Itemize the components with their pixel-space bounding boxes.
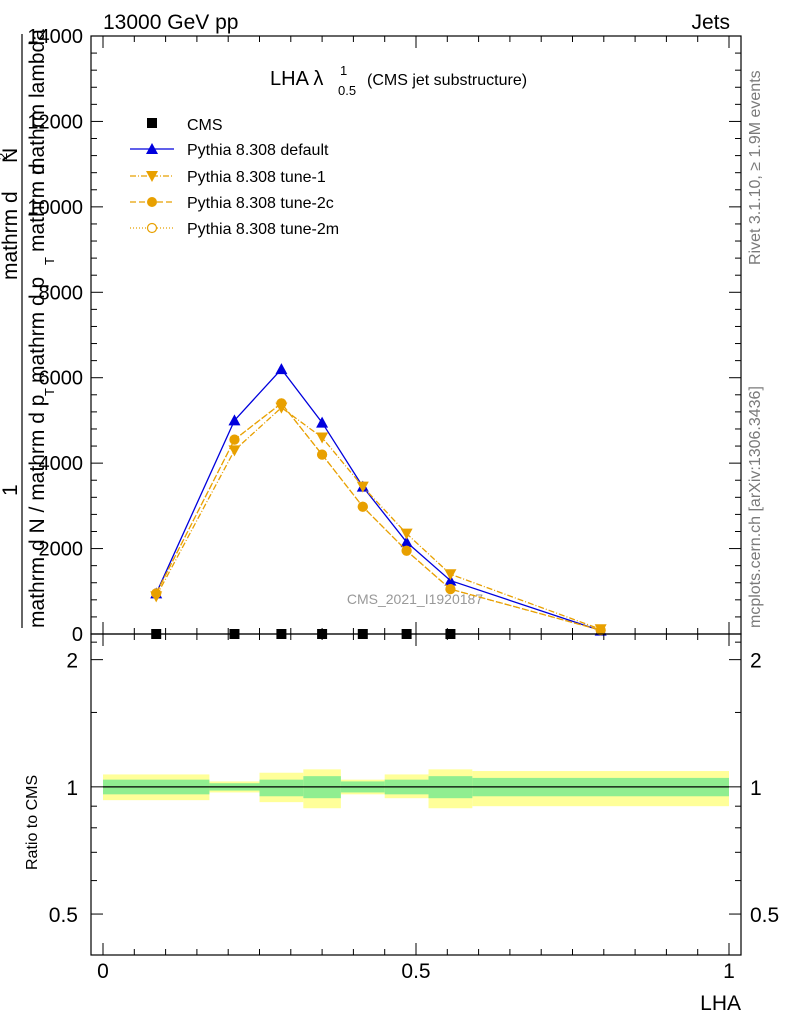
- legend-item-tune2m: Pythia 8.308 tune-2m: [130, 221, 339, 238]
- data-point: [400, 536, 413, 548]
- main-y-tick-label: 6000: [39, 368, 84, 390]
- data-point: [151, 588, 162, 599]
- legend-label-cms: CMS: [187, 117, 223, 134]
- y-label-numer-1: mathrm d: [0, 191, 22, 280]
- data-point: [316, 432, 329, 444]
- legend-marker-cms: [147, 118, 157, 128]
- y-label-denom-sub: T: [42, 388, 57, 396]
- header-right: Jets: [691, 11, 730, 34]
- data-point: [229, 434, 240, 445]
- x-tick-label: 1: [723, 960, 735, 983]
- y-label-numer-sup: 2: [0, 153, 10, 160]
- watermark: CMS_2021_I1920187: [347, 591, 483, 607]
- data-point: [595, 625, 606, 636]
- x-tick-label: 0: [97, 960, 109, 983]
- y-label-rhs-end: mathrm lambda: [26, 29, 49, 175]
- data-point: [228, 414, 241, 426]
- data-point: [229, 434, 240, 445]
- y-label-one: 1: [0, 484, 22, 496]
- main-y-tick-label: 14000: [27, 26, 83, 48]
- legend-marker-tune2c: [147, 197, 157, 207]
- mcplots-note: mcplots.cern.ch [arXiv:1306.3436]: [747, 386, 764, 628]
- data-point: [356, 481, 369, 493]
- legend-marker-default: [146, 143, 158, 154]
- title-superscript: 1: [340, 63, 347, 78]
- ratio-y-tick-label-right: 1: [750, 777, 762, 800]
- data-point: [444, 569, 457, 581]
- y-label-rhs-mid: mathrm d: [26, 163, 49, 252]
- series-line: [155, 402, 601, 631]
- ratio-axis-ticks: 0.5 0.5 1 1 2 2 0 0.5 1: [49, 634, 779, 983]
- ratio-y-tick-label-right: 0.5: [750, 904, 779, 927]
- data-point: [316, 416, 329, 428]
- title-main: LHA λ: [270, 68, 323, 90]
- ratio-y-label: Ratio to CMS: [24, 775, 41, 870]
- data-point: [445, 584, 456, 595]
- series-pythia-8-308-tune-2m: [151, 398, 606, 636]
- main-title: LHA λ 1 0.5 (CMS jet substructure): [270, 63, 527, 98]
- y-label-rhs-numer-sub: T: [42, 257, 57, 265]
- legend-item-tune2c: Pythia 8.308 tune-2c: [130, 195, 334, 212]
- main-y-tick-label: 12000: [27, 111, 83, 133]
- y-label-numer-2: N: [0, 148, 22, 163]
- header-left: 13000 GeV pp: [103, 11, 238, 34]
- y-label-rhs-numer: mathrm d p: [26, 277, 49, 383]
- ratio-bands: [103, 769, 729, 809]
- data-point: [401, 545, 412, 556]
- series-line: [155, 406, 601, 630]
- legend-item-tune1: Pythia 8.308 tune-1: [130, 169, 326, 186]
- data-point: [400, 528, 413, 540]
- series-line: [155, 402, 601, 631]
- data-point: [275, 363, 288, 375]
- ratio-y-tick-label: 0.5: [49, 904, 78, 927]
- ratio-y-tick-label: 2: [66, 650, 78, 673]
- legend-marker-tune2m: [146, 222, 158, 234]
- main-y-tick-label: 0: [72, 624, 83, 646]
- data-point: [228, 445, 241, 457]
- main-y-label: 1 mathrm d 2 N mathrm d N / mathrm d p T…: [0, 29, 57, 628]
- main-y-tick-label: 2000: [39, 539, 84, 561]
- main-y-tick-label: 4000: [39, 453, 84, 475]
- legend: CMS Pythia 8.308 default Pythia 8.308 tu…: [130, 117, 339, 238]
- main-y-tick-label: 8000: [39, 282, 84, 304]
- x-axis-label: LHA: [700, 992, 741, 1015]
- series-line: [155, 368, 601, 632]
- ratio-y-tick-label: 1: [66, 777, 78, 800]
- ratio-y-tick-label-right: 2: [750, 650, 762, 673]
- ratio-band-inner: [259, 779, 304, 797]
- data-point: [276, 398, 287, 409]
- main-y-axis-ticks: 0 2000 4000 6000 8000 10000 12000 14000: [27, 26, 741, 646]
- data-point: [317, 449, 328, 460]
- legend-item-default: Pythia 8.308 default: [130, 142, 329, 159]
- data-point: [357, 501, 368, 512]
- legend-marker-tune1: [146, 171, 158, 182]
- legend-label-default: Pythia 8.308 default: [187, 142, 329, 159]
- title-suffix: (CMS jet substructure): [367, 72, 527, 89]
- x-tick-label: 0.5: [401, 960, 430, 983]
- legend-label-tune2m: Pythia 8.308 tune-2m: [187, 221, 339, 238]
- legend-item-cms: CMS: [147, 117, 223, 134]
- y-label-denom: mathrm d N / mathrm d p: [26, 395, 49, 628]
- legend-label-tune2c: Pythia 8.308 tune-2c: [187, 195, 334, 212]
- rivet-note: Rivet 3.1.10, ≥ 1.9M events: [747, 70, 764, 265]
- legend-label-tune1: Pythia 8.308 tune-1: [187, 169, 326, 186]
- title-subscript: 0.5: [338, 83, 356, 98]
- main-y-tick-label: 10000: [27, 197, 83, 219]
